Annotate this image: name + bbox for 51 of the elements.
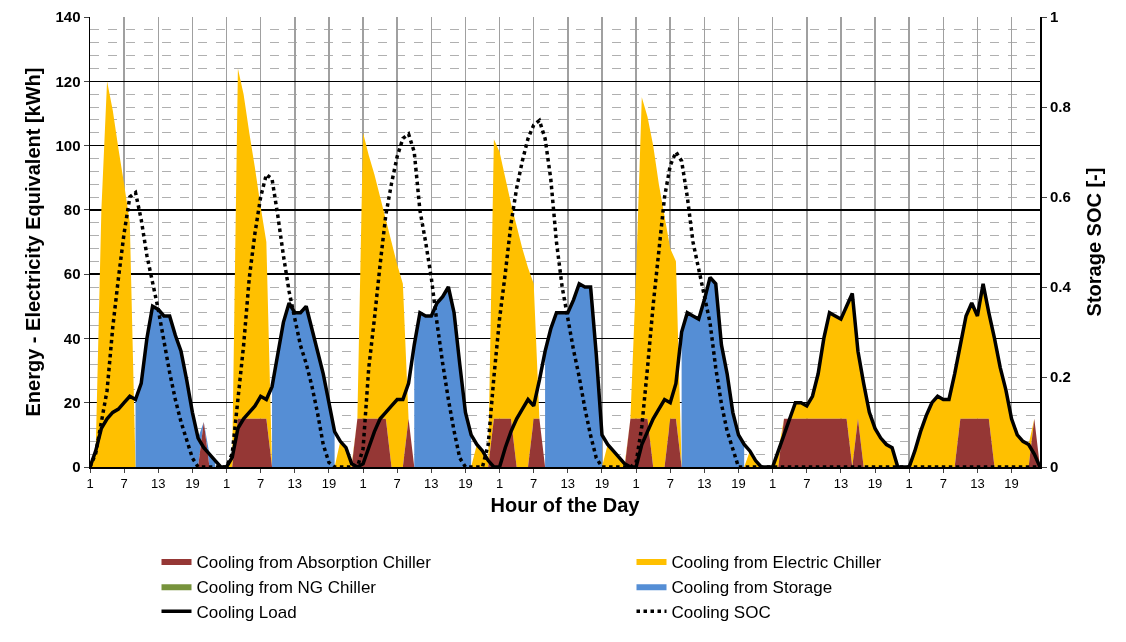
y2-axis-title: Storage SOC [-] [1083,167,1105,317]
x-tick-label: 7 [666,476,674,492]
x-tick-label: 19 [321,476,337,492]
x-tick-label: 7 [120,476,128,492]
x-tick-label: 19 [731,476,746,492]
y-tick-label: 60 [63,265,81,283]
x-tick-label: 13 [424,476,439,492]
x-tick-label: 7 [393,476,401,492]
x-tick-label: 1 [769,476,777,492]
x-tick-label: 19 [594,476,610,492]
legend-label: Cooling from Storage [671,577,833,597]
y-tick-label: 40 [63,329,81,347]
y-tick-label: 0 [72,458,81,476]
legend-label: Cooling SOC [671,602,771,622]
x-tick-label: 13 [151,476,166,492]
y2-tick-label: 0.4 [1050,278,1072,296]
y2-tick-label: 1 [1050,8,1059,26]
x-tick-label: 13 [970,476,985,492]
y-tick-label: 100 [55,136,81,154]
legend-label: Cooling from NG Chiller [196,577,377,597]
legend-label: Cooling Load [196,602,297,622]
y2-tick-label: 0 [1050,458,1059,476]
x-tick-label: 1 [495,476,504,492]
legend-label: Cooling from Electric Chiller [671,552,882,572]
y-tick-label: 140 [55,8,81,26]
y2-tick-label: 0.2 [1050,368,1071,386]
x-tick-label: 13 [560,476,576,492]
y2-tick-label: 0.8 [1050,98,1071,116]
y-tick-label: 20 [63,393,81,411]
x-axis-title: Hour of the Day [490,494,641,517]
x-tick-label: 7 [803,476,811,492]
x-tick-label: 1 [359,476,367,492]
y-axis-title: Energy - Electricity Equivalent [kWh] [21,67,44,417]
x-tick-label: 13 [697,476,712,492]
x-tick-label: 7 [257,476,265,492]
x-tick-label: 13 [833,476,849,492]
x-tick-label: 1 [222,476,231,492]
x-tick-label: 1 [905,476,913,492]
x-tick-label: 7 [530,476,538,492]
y2-tick-label: 0.6 [1050,188,1071,206]
x-tick-label: 19 [867,476,883,492]
x-tick-label: 13 [287,476,303,492]
x-tick-label: 19 [185,476,200,492]
x-tick-label: 7 [939,476,947,492]
legend-label: Cooling from Absorption Chiller [196,552,432,572]
x-tick-label: 1 [86,476,94,492]
x-tick-label: 19 [1004,476,1019,492]
y-tick-label: 120 [55,72,81,90]
x-tick-label: 1 [632,476,640,492]
x-tick-label: 19 [458,476,473,492]
y-tick-label: 80 [63,201,81,219]
